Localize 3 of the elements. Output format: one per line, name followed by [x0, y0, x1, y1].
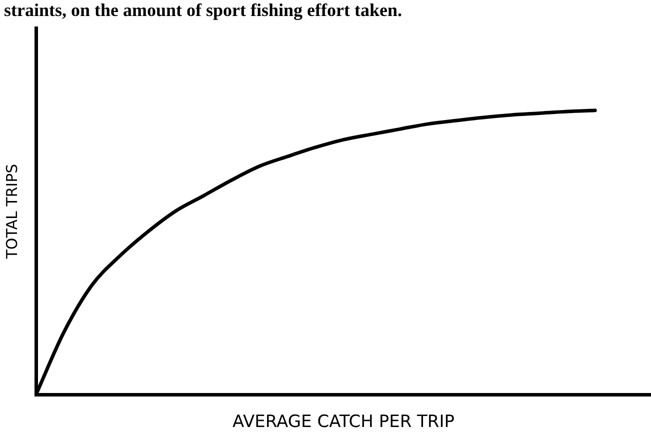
- y-axis-title: TOTAL TRIPS: [2, 164, 21, 260]
- x-axis-title: AVERAGE CATCH PER TRIP: [232, 412, 454, 432]
- text: straints, on the amount of sport fishing effort taken.: [4, 0, 402, 21]
